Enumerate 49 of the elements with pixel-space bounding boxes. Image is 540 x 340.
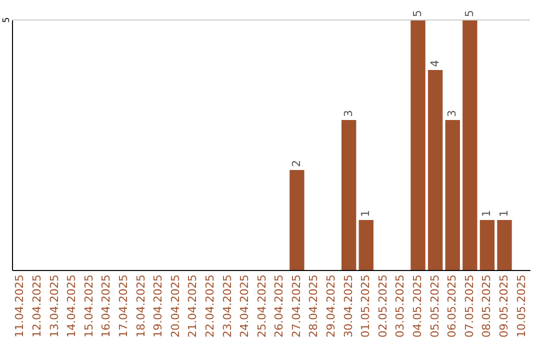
- x-tick-label: 10.05.2025: [514, 274, 528, 338]
- x-tick-label: 16.04.2025: [100, 274, 113, 338]
- x-tick-label: 12.04.2025: [30, 274, 44, 338]
- x-tick-label: 30.04.2025: [342, 274, 355, 338]
- data-label: 2: [290, 160, 303, 167]
- x-tick-label: 07.05.2025: [462, 274, 476, 338]
- data-label: 5: [411, 10, 424, 17]
- x-tick-label: 05.05.2025: [428, 274, 442, 338]
- bar: [480, 220, 495, 270]
- data-label: 3: [342, 110, 355, 117]
- bar: [290, 170, 304, 270]
- x-tick-label: 21.04.2025: [186, 274, 200, 338]
- x-tick-label: 29.04.2025: [324, 274, 338, 338]
- bar: [462, 20, 478, 270]
- data-label: 5: [462, 10, 476, 17]
- data-label: 1: [497, 210, 510, 217]
- x-tick-label: 17.04.2025: [116, 274, 130, 338]
- bar: [428, 70, 443, 270]
- x-tick-label: 04.05.2025: [411, 274, 424, 338]
- x-tick-label: 13.04.2025: [48, 274, 61, 338]
- x-tick-label: 22.04.2025: [203, 274, 216, 338]
- bar: [341, 120, 356, 270]
- x-tick-label: 27.04.2025: [290, 274, 303, 338]
- x-tick-label: 19.04.2025: [152, 274, 165, 338]
- x-tick-label: 24.04.2025: [238, 274, 252, 338]
- x-tick-label: 06.05.2025: [446, 274, 459, 338]
- x-tick-label: 26.04.2025: [272, 274, 286, 338]
- x-tick-label: 01.05.2025: [359, 274, 372, 338]
- x-tick-label: 15.04.2025: [82, 274, 96, 338]
- x-tick-label: 28.04.2025: [307, 274, 320, 338]
- bar: [410, 20, 426, 270]
- x-tick-label: 03.05.2025: [394, 274, 407, 338]
- x-tick-label: 08.05.2025: [480, 274, 494, 338]
- x-tick-label: 11.04.2025: [13, 274, 26, 338]
- ref-line-label: 5: [2, 17, 12, 23]
- data-label: 3: [446, 110, 459, 117]
- x-tick-label: 20.04.2025: [168, 274, 182, 338]
- x-tick-label: 25.04.2025: [255, 274, 268, 338]
- x-tick-label: 23.04.2025: [220, 274, 234, 338]
- bar: [445, 120, 460, 270]
- x-tick-label: 18.04.2025: [134, 274, 148, 338]
- data-label: 4: [428, 60, 442, 67]
- bar: [358, 220, 374, 270]
- x-tick-label: 02.05.2025: [376, 274, 390, 338]
- bar: [497, 220, 512, 270]
- data-label: 1: [480, 210, 494, 217]
- x-tick-label: 14.04.2025: [65, 274, 78, 338]
- x-tick-label: 09.05.2025: [497, 274, 510, 338]
- data-label: 1: [359, 210, 372, 217]
